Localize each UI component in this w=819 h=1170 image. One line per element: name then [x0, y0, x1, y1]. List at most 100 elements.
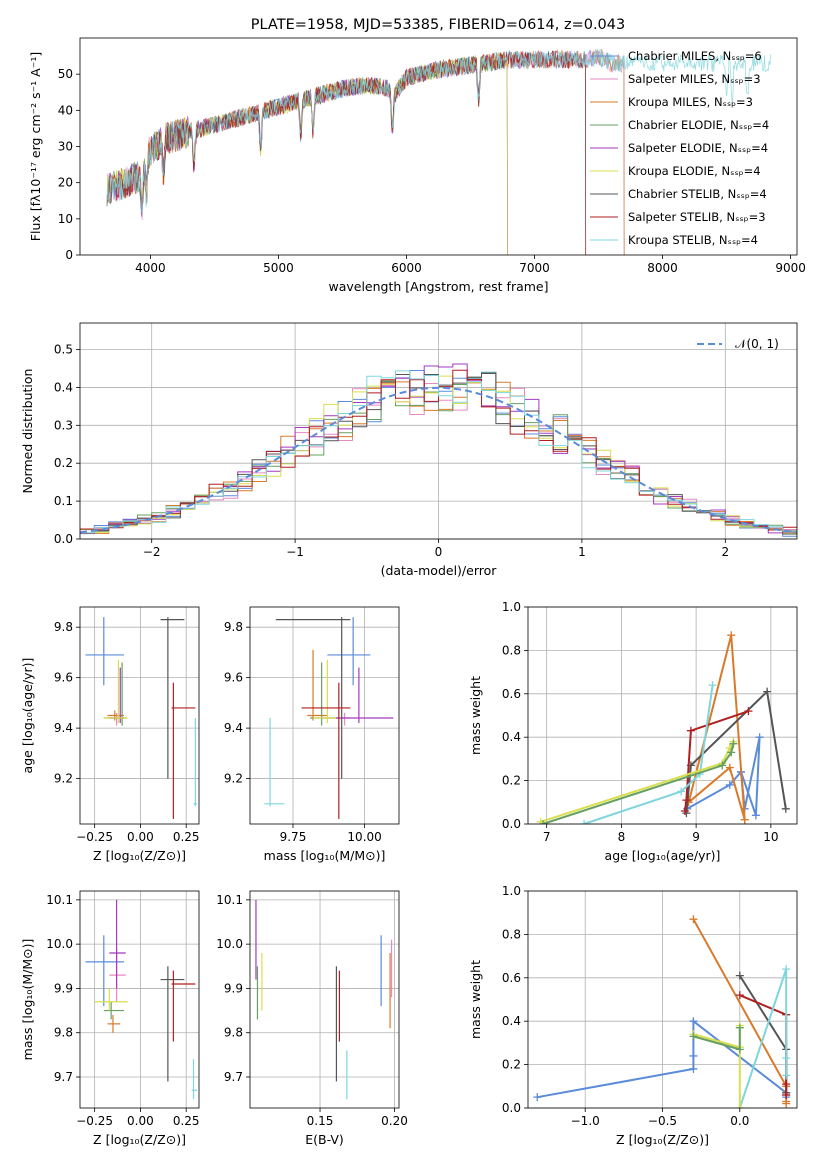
- weight-line: [685, 689, 787, 814]
- axes-frame: [527, 890, 798, 1109]
- x-axis-label: Z [log₁₀(Z/Z⊙)]: [93, 848, 186, 863]
- panel-massweight_vs_Z: −1.0 −0.5 0.0 0.0 0.2 0.4 0.6 0.8 1.0 Z [log₁₀(Z/…: [468, 884, 798, 1147]
- x-axis-label: Z [log₁₀(Z/Z⊙)]: [616, 1132, 709, 1147]
- plot-area-mass_vs_ebv: [255, 899, 393, 1100]
- axes-frame: [249, 890, 400, 1109]
- legend-label: Salpeter STELIB, Nₛₛₚ=3: [628, 210, 766, 224]
- weight-marker: [680, 806, 689, 815]
- x-tick-label: −2: [143, 545, 161, 559]
- weight-line: [542, 743, 735, 824]
- y-tick-label: 0.6: [502, 971, 521, 985]
- x-axis-label: wavelength [Angstrom, rest frame]: [328, 279, 548, 294]
- x-tick-label: 0: [435, 545, 443, 559]
- spectrum-line: [106, 51, 508, 255]
- y-tick-label: 0.6: [502, 687, 521, 701]
- x-axis-label: Z [log₁₀(Z/Z⊙)]: [93, 1132, 186, 1147]
- spectrum-line: [106, 48, 772, 214]
- y-tick-label: 0.5: [54, 343, 73, 357]
- plot-area-age_vs_mass: [264, 617, 394, 819]
- weight-marker: [740, 815, 749, 824]
- y-tick-label: 9.8: [54, 1026, 73, 1040]
- weight-marker: [538, 820, 547, 824]
- weight-marker: [686, 726, 695, 735]
- y-tick-label: 10.1: [216, 893, 243, 907]
- y-tick-label: 40: [58, 103, 73, 117]
- weight-marker: [735, 971, 744, 980]
- x-tick-label: 0.00: [127, 830, 154, 844]
- weight-marker: [744, 707, 753, 716]
- y-tick-label: 9.4: [54, 721, 73, 735]
- weight-line: [738, 968, 788, 1108]
- weight-marker: [689, 1032, 698, 1041]
- spectrum-line: [106, 49, 587, 255]
- x-tick-label: 0.15: [307, 1114, 334, 1128]
- y-tick-label: 1.0: [502, 884, 521, 898]
- legend-label: Kroupa ELODIE, Nₛₛₚ=4: [628, 164, 761, 178]
- weight-line: [540, 741, 735, 823]
- x-tick-label: 9000: [775, 261, 806, 275]
- x-tick-label: 9.75: [280, 830, 307, 844]
- y-tick-label: 0.4: [502, 1014, 521, 1028]
- weight-marker: [735, 1045, 744, 1054]
- weight-marker: [727, 631, 736, 640]
- y-tick-label: 0.2: [502, 1058, 521, 1072]
- weight-marker: [782, 1071, 791, 1080]
- axes-frame: [79, 890, 200, 1109]
- spectrum-line: [106, 52, 508, 255]
- y-axis-label: Flux [fλ10⁻¹⁷ erg cm⁻² s⁻¹ A⁻¹]: [28, 52, 43, 241]
- y-tick-label: 9.8: [224, 1026, 243, 1040]
- weight-line: [583, 684, 714, 824]
- y-tick-label: 10: [58, 212, 73, 226]
- y-axis-label: mass [log₁₀(M/M⊙)]: [20, 939, 35, 1061]
- y-tick-label: 9.2: [224, 772, 243, 786]
- x-tick-label: 0.25: [173, 1114, 200, 1128]
- y-tick-label: 0.0: [502, 817, 521, 831]
- weight-marker: [689, 1064, 698, 1073]
- y-tick-label: 9.2: [54, 772, 73, 786]
- y-axis-label: Normed distribution: [20, 369, 35, 494]
- weight-marker: [708, 681, 717, 690]
- weight-marker: [533, 1093, 542, 1102]
- plot-area-massweight_vs_age: [536, 631, 790, 824]
- weight-marker: [580, 820, 589, 824]
- weight-marker: [725, 780, 734, 789]
- weight-marker: [751, 811, 760, 820]
- weight-marker: [735, 991, 744, 1000]
- spectrum-line: [106, 50, 587, 255]
- axes-frame: [79, 322, 798, 540]
- x-tick-label: 10.00: [347, 830, 381, 844]
- x-tick-label: 0.25: [173, 830, 200, 844]
- x-tick-label: 10: [763, 830, 778, 844]
- y-tick-label: 9.8: [54, 620, 73, 634]
- y-tick-label: 9.6: [54, 671, 73, 685]
- y-axis-label: mass weight: [468, 960, 483, 1039]
- weight-marker: [689, 915, 698, 924]
- spectrum-line: [106, 54, 508, 255]
- panel-residuals: −2 −1 0 1 2 0.0 0.1 0.2 0.3 0.4 0.5 (data-model)/er…: [20, 322, 798, 578]
- x-tick-label: −0.5: [648, 1114, 677, 1128]
- legend-label: Kroupa MILES, Nₛₛₚ=3: [628, 95, 753, 109]
- weight-marker: [689, 1051, 698, 1060]
- y-tick-label: 9.7: [54, 1070, 73, 1084]
- x-axis-label: age [log₁₀(age/yr)]: [605, 848, 721, 863]
- weight-marker: [729, 739, 738, 748]
- panel-spectrum: 4000 5000 6000 7000 8000 9000 0 10 20 30 40 50 wavel…: [28, 17, 806, 294]
- x-tick-label: −1.0: [571, 1114, 600, 1128]
- weight-marker: [735, 1104, 744, 1108]
- weight-marker: [718, 761, 727, 770]
- y-tick-label: 0.2: [502, 774, 521, 788]
- legend-label: Salpeter ELODIE, Nₛₛₚ=4: [628, 141, 768, 155]
- y-tick-label: 0: [65, 248, 73, 262]
- x-tick-label: −0.25: [76, 1114, 113, 1128]
- y-tick-label: 9.9: [224, 981, 243, 995]
- plot-area-age_vs_Z: [85, 617, 198, 819]
- x-tick-label: 8000: [647, 261, 678, 275]
- plot-area-residuals: [80, 363, 797, 537]
- y-tick-label: 0.0: [502, 1101, 521, 1115]
- plot-area-spectrum: [106, 48, 772, 255]
- y-tick-label: 9.8: [224, 620, 243, 634]
- weight-marker: [782, 965, 791, 974]
- y-tick-label: 1.0: [502, 600, 521, 614]
- weight-marker: [781, 804, 790, 813]
